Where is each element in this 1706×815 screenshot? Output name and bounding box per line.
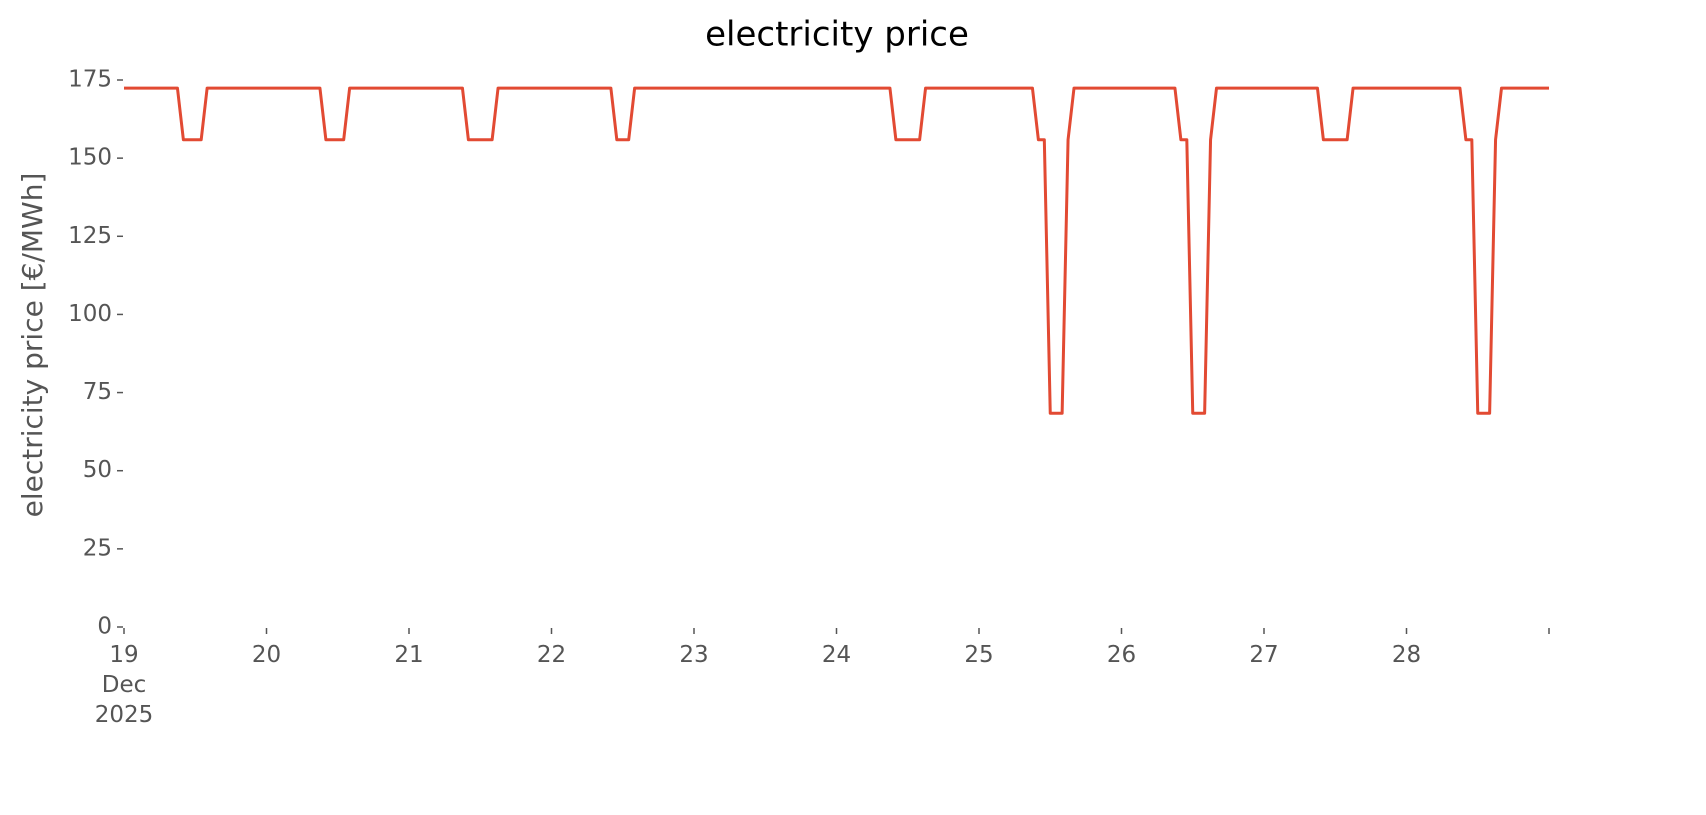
y-tick-label: 175: [68, 67, 112, 93]
y-tick-label: 75: [83, 379, 112, 405]
x-tick-label: 19 Dec 2025: [94, 642, 154, 728]
x-tick-label: 28: [1391, 642, 1422, 668]
y-axis-label: electricity price [€/MWh]: [16, 173, 49, 518]
x-tick-label: 22: [536, 642, 567, 668]
x-tick-label: 20: [251, 642, 282, 668]
price-line: [124, 86, 1549, 415]
x-tick-label: 25: [964, 642, 994, 668]
x-tick-label: 26: [1106, 642, 1137, 668]
x-tick-label: 21: [394, 642, 424, 668]
chart-title: electricity price: [705, 15, 969, 55]
x-tick-label: 27: [1249, 642, 1279, 668]
y-tick-label: 50: [83, 457, 112, 483]
y-tick-label: 0: [97, 614, 112, 640]
y-tick-label: 100: [68, 301, 112, 327]
x-tick-label: 24: [821, 642, 852, 668]
y-tick-label: 125: [68, 223, 112, 249]
y-tick-label: 25: [83, 535, 112, 561]
x-tick-label: 23: [679, 642, 709, 668]
y-tick-label: 150: [68, 145, 112, 171]
